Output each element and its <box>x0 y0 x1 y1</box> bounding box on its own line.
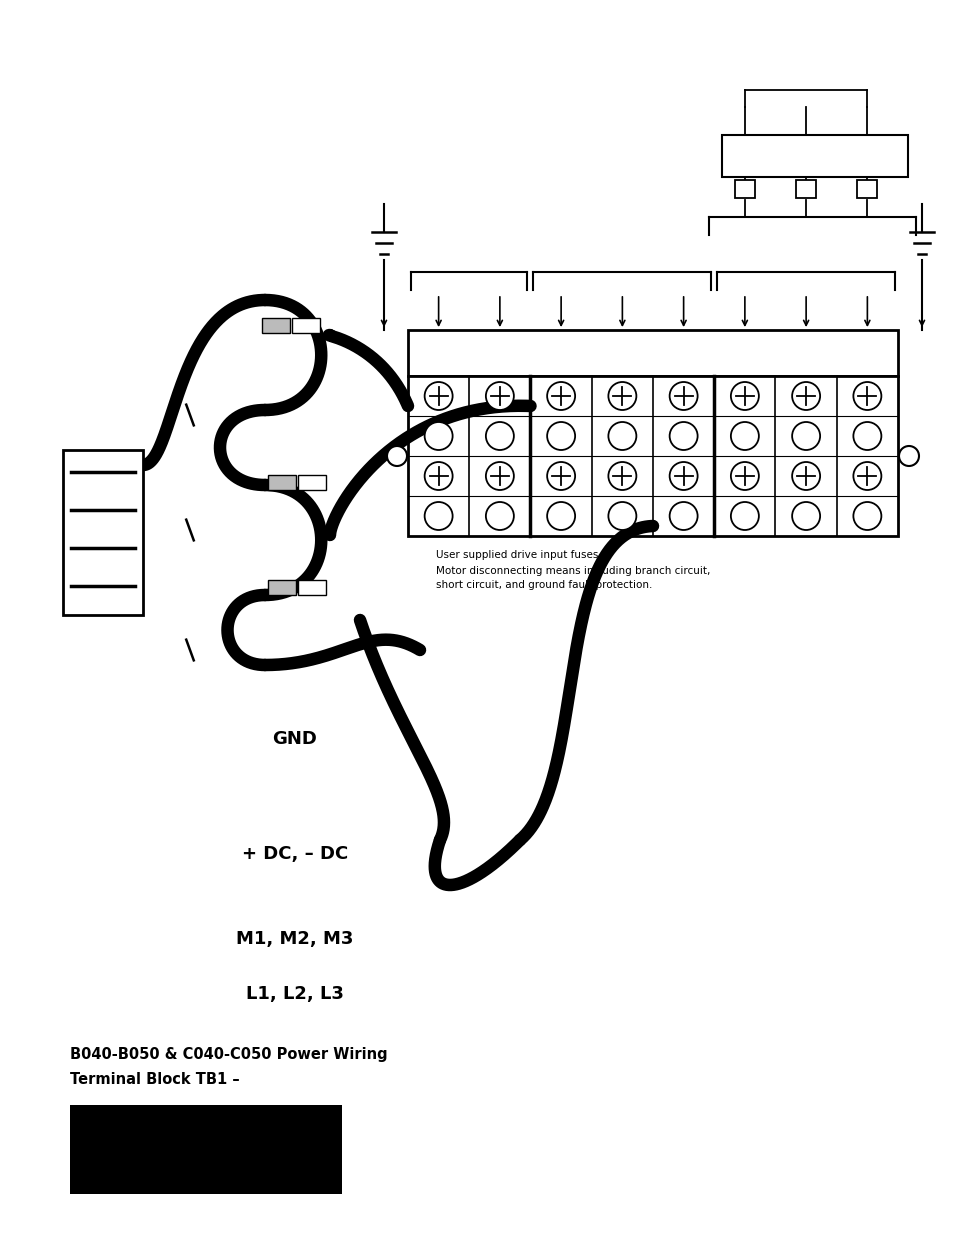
Circle shape <box>608 462 636 490</box>
Text: Terminal Block TB1 –: Terminal Block TB1 – <box>70 1072 239 1087</box>
Bar <box>268 580 295 595</box>
Bar <box>408 330 897 375</box>
Text: short circuit, and ground fault protection.: short circuit, and ground fault protecti… <box>436 580 652 590</box>
Text: User supplied drive input fuses.: User supplied drive input fuses. <box>436 550 601 559</box>
Circle shape <box>608 501 636 530</box>
Circle shape <box>547 501 575 530</box>
Circle shape <box>791 422 820 450</box>
Circle shape <box>853 501 881 530</box>
Circle shape <box>853 422 881 450</box>
Circle shape <box>608 382 636 410</box>
Bar <box>857 180 877 198</box>
Circle shape <box>424 422 452 450</box>
Circle shape <box>898 446 918 466</box>
Circle shape <box>791 501 820 530</box>
Circle shape <box>669 462 697 490</box>
Circle shape <box>485 422 514 450</box>
Text: GND: GND <box>273 730 317 748</box>
Circle shape <box>853 382 881 410</box>
Text: M1, M2, M3: M1, M2, M3 <box>236 930 354 948</box>
Circle shape <box>669 382 697 410</box>
Circle shape <box>547 462 575 490</box>
Circle shape <box>730 422 758 450</box>
Circle shape <box>485 382 514 410</box>
Circle shape <box>669 501 697 530</box>
Circle shape <box>424 501 452 530</box>
Bar <box>721 135 907 177</box>
Circle shape <box>730 501 758 530</box>
Text: Motor disconnecting means including branch circuit,: Motor disconnecting means including bran… <box>436 566 710 576</box>
Bar <box>63 450 143 615</box>
Circle shape <box>485 462 514 490</box>
Text: L1, L2, L3: L1, L2, L3 <box>246 986 344 1003</box>
Bar <box>70 1105 341 1194</box>
Bar <box>268 475 295 490</box>
Circle shape <box>547 422 575 450</box>
Bar <box>262 317 290 333</box>
Text: B040-B050 & C040-C050 Power Wiring: B040-B050 & C040-C050 Power Wiring <box>70 1047 387 1062</box>
Bar <box>297 475 326 490</box>
Circle shape <box>730 462 758 490</box>
Bar <box>297 580 326 595</box>
Circle shape <box>424 382 452 410</box>
Circle shape <box>387 446 407 466</box>
Text: + DC, – DC: + DC, – DC <box>242 845 348 863</box>
Bar <box>408 375 897 536</box>
Circle shape <box>791 462 820 490</box>
Circle shape <box>791 382 820 410</box>
Circle shape <box>853 462 881 490</box>
Circle shape <box>547 382 575 410</box>
Bar <box>292 317 319 333</box>
Bar <box>796 180 815 198</box>
Circle shape <box>424 462 452 490</box>
Bar <box>734 180 754 198</box>
Circle shape <box>669 422 697 450</box>
Circle shape <box>730 382 758 410</box>
Circle shape <box>485 501 514 530</box>
Circle shape <box>608 422 636 450</box>
